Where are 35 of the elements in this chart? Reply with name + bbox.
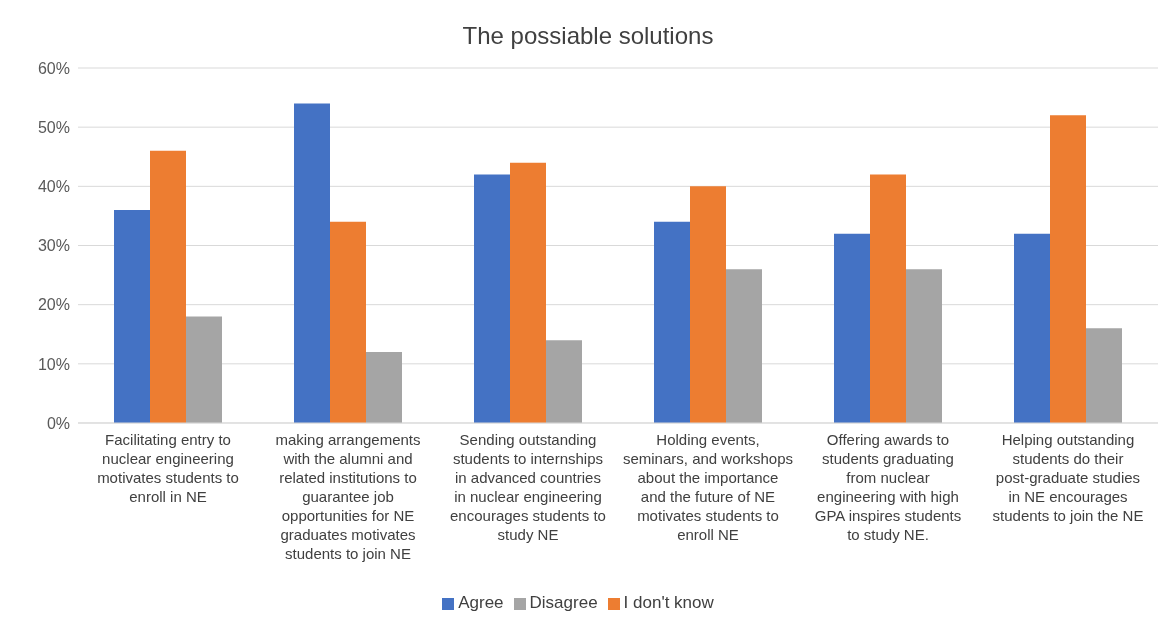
y-tick-label: 60%	[37, 59, 70, 77]
bar	[546, 340, 582, 423]
bar	[690, 186, 726, 423]
bar	[186, 316, 222, 423]
bar	[114, 210, 150, 423]
bar	[654, 221, 690, 423]
x-tick-label: Sending outstanding students to internships in advanced countries in nuclear engineering encourages students to study NE	[450, 431, 606, 543]
bar	[474, 174, 510, 423]
x-tick-label: Offering awards to students graduating from nuclear engineering with high GPA inspires students to study NE.	[814, 431, 962, 543]
bar	[330, 221, 366, 423]
chart-title: The possiable solutions	[461, 21, 715, 51]
bar	[510, 162, 546, 423]
y-tick-label: 0%	[46, 414, 70, 432]
x-tick-label: Holding events, seminars, and workshops about the importance and the future of NE motivates students to enroll NE	[622, 431, 794, 543]
y-tick-label: 30%	[37, 237, 70, 255]
bar	[1014, 233, 1050, 423]
bar	[1086, 328, 1122, 423]
bar	[294, 103, 330, 423]
x-tick-label: Helping outstanding students do their post-graduate studies in NE encourages students to join the NE	[992, 431, 1144, 524]
bar	[726, 269, 762, 423]
x-tick-label: making arrangements with the alumni and related institutions to guarantee job opportunities for NE graduates motivates students to join NE	[275, 431, 421, 562]
bar	[150, 150, 186, 423]
y-tick-label: 50%	[37, 118, 70, 136]
legend-label: I don't know	[623, 593, 714, 612]
y-tick-label: 20%	[37, 296, 70, 314]
legend-label: Agree	[458, 593, 504, 612]
bar	[366, 352, 402, 423]
bar	[1050, 115, 1086, 423]
bar	[834, 233, 870, 423]
legend-label: Disagree	[529, 593, 598, 612]
bar	[870, 174, 906, 423]
x-tick-label: Facilitating entry to nuclear engineering motivates students to enroll in NE	[97, 431, 239, 505]
bar	[906, 269, 942, 423]
y-tick-label: 40%	[37, 178, 70, 196]
y-tick-label: 10%	[37, 355, 70, 373]
